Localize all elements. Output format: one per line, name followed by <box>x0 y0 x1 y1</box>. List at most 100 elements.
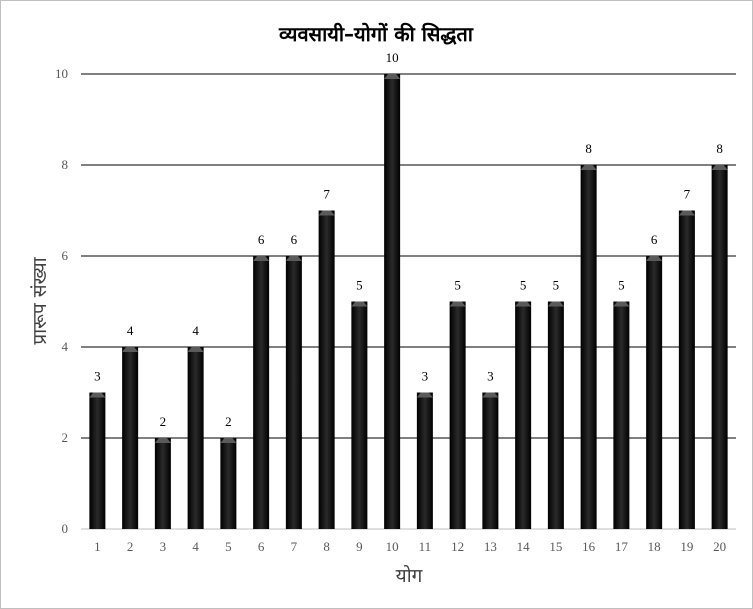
bar-body <box>547 301 564 529</box>
bar-body <box>711 165 728 529</box>
data-label: 8 <box>585 141 592 156</box>
bar-body <box>154 438 171 529</box>
x-tick-label: 9 <box>356 539 363 554</box>
data-labels: 3 4 2 4 2 6 6 7 5 10 3 5 3 5 5 8 5 6 7 8 <box>94 50 723 429</box>
bar-7 <box>285 256 302 529</box>
data-label: 2 <box>160 414 167 429</box>
bar-bevel <box>220 438 237 443</box>
data-label: 5 <box>454 278 461 293</box>
x-tick-labels: 1 2 3 4 5 6 7 8 9 10 11 12 13 14 15 16 17 18 19 20 <box>94 539 726 554</box>
bar-bevel <box>318 210 335 216</box>
x-tick-label: 15 <box>549 539 562 554</box>
bar-body <box>187 347 204 529</box>
bar-bevel <box>646 256 663 261</box>
bar-12 <box>449 301 466 529</box>
x-tick-label: 7 <box>291 539 298 554</box>
y-tick-label: 8 <box>62 157 69 172</box>
y-tick-labels: 0 2 4 6 8 10 <box>55 66 69 536</box>
bar-body <box>351 301 368 529</box>
x-tick-label: 10 <box>386 539 399 554</box>
x-tick-label: 4 <box>192 539 199 554</box>
bar-bevel <box>154 438 171 443</box>
data-label: 4 <box>127 323 134 338</box>
data-label: 6 <box>651 232 658 247</box>
data-label: 5 <box>553 278 560 293</box>
x-tick-label: 6 <box>258 539 265 554</box>
data-label: 5 <box>618 278 625 293</box>
bar-body <box>613 301 630 529</box>
x-tick-label: 8 <box>323 539 330 554</box>
bar-bevel <box>285 256 302 261</box>
data-label: 3 <box>487 369 494 384</box>
x-tick-label: 16 <box>582 539 596 554</box>
data-label: 2 <box>225 414 232 429</box>
bar-2 <box>122 347 139 529</box>
y-tick-label: 6 <box>62 248 69 263</box>
bar-body <box>482 392 499 529</box>
y-tick-label: 0 <box>62 521 69 536</box>
y-tick-label: 10 <box>55 66 68 81</box>
bar-bevel <box>580 165 597 170</box>
bar-bevel <box>351 301 368 307</box>
x-tick-label: 17 <box>615 539 629 554</box>
bar-bevel <box>515 301 532 307</box>
bar-body <box>580 165 597 529</box>
bar-bevel <box>482 392 499 398</box>
bar-8 <box>318 210 335 529</box>
x-tick-label: 19 <box>680 539 693 554</box>
bar-body <box>449 301 466 529</box>
x-axis-title: योग <box>396 564 423 587</box>
bar-11 <box>416 392 433 529</box>
x-tick-label: 14 <box>517 539 531 554</box>
bar-bevel <box>416 392 433 398</box>
gridlines <box>81 73 736 530</box>
data-label: 3 <box>422 369 429 384</box>
bar-bevel <box>384 74 401 79</box>
bar-10 <box>384 74 401 529</box>
bar-body <box>285 256 302 529</box>
bar-bevel <box>253 256 270 261</box>
data-label: 3 <box>94 369 101 384</box>
bar-4 <box>187 347 204 529</box>
chart-title: व्यवसायी–योगों की सिद्धता <box>278 22 474 46</box>
x-tick-label: 20 <box>713 539 726 554</box>
bar-bevel <box>613 301 630 307</box>
data-label: 4 <box>192 323 199 338</box>
y-tick-label: 4 <box>62 339 69 354</box>
bar-18 <box>646 256 663 529</box>
data-label: 5 <box>520 278 527 293</box>
bar-bevel <box>449 301 466 307</box>
data-label: 7 <box>684 187 691 202</box>
bar-body <box>678 210 695 529</box>
bar-6 <box>253 256 270 529</box>
bar-14 <box>515 301 532 529</box>
x-tick-label: 13 <box>484 539 497 554</box>
x-tick-label: 3 <box>160 539 167 554</box>
bar-body <box>515 301 532 529</box>
bar-body <box>253 256 270 529</box>
bar-bevel <box>89 392 106 398</box>
bar-19 <box>678 210 695 529</box>
x-tick-label: 5 <box>225 539 232 554</box>
bar-body <box>318 210 335 529</box>
bar-bevel <box>678 210 695 216</box>
data-label: 8 <box>716 141 723 156</box>
bar-13 <box>482 392 499 529</box>
bar-body <box>122 347 139 529</box>
bar-body <box>89 392 106 529</box>
x-tick-label: 2 <box>127 539 134 554</box>
bar-bevel <box>547 301 564 307</box>
data-label: 10 <box>386 50 399 65</box>
x-tick-label: 1 <box>94 539 101 554</box>
bar-9 <box>351 301 368 529</box>
bars <box>89 74 728 529</box>
bar-3 <box>154 438 171 529</box>
data-label: 6 <box>258 232 265 247</box>
bar-17 <box>613 301 630 529</box>
data-label: 6 <box>291 232 298 247</box>
bar-bevel <box>711 165 728 170</box>
bar-body <box>384 74 401 529</box>
bar-1 <box>89 392 106 529</box>
x-tick-label: 18 <box>648 539 661 554</box>
